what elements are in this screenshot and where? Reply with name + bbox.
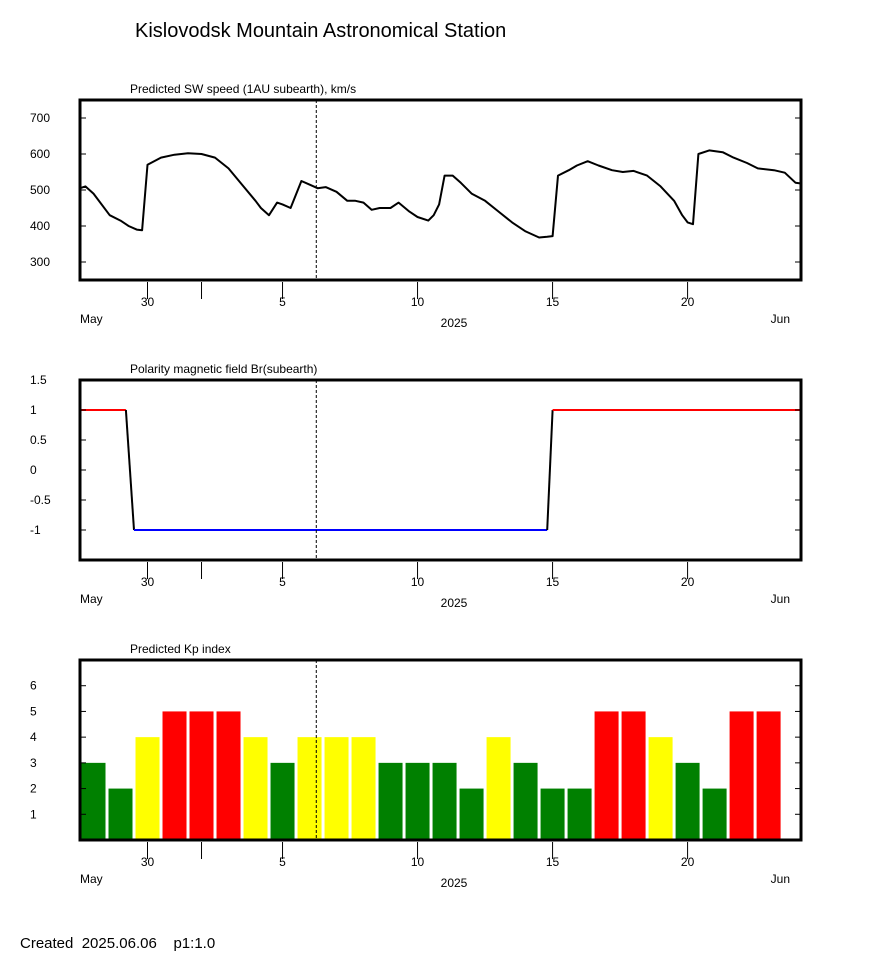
panel-3-ytick-label-1: 1 bbox=[30, 807, 37, 821]
panel-2-frame bbox=[78, 378, 803, 562]
panel-3-bar-4 bbox=[162, 711, 187, 840]
panel-2-month-label-right: Jun bbox=[771, 592, 790, 606]
panel-2-ytick-label-1: 1.5 bbox=[30, 373, 47, 387]
panel-3-bar-23 bbox=[675, 762, 700, 840]
panel-2-year-label: 2025 bbox=[441, 596, 468, 610]
panel-2-ytick-label-5: -0.5 bbox=[30, 493, 51, 507]
panel-3-ytick-label-4: 4 bbox=[30, 730, 37, 744]
panel-3-xtick-label-4: 10 bbox=[411, 855, 425, 869]
panel-3-bar-10 bbox=[324, 737, 349, 840]
created-label: Created bbox=[20, 935, 74, 952]
panel-1-series-line-1 bbox=[79, 149, 802, 239]
panel-3-month-label-left: May bbox=[80, 872, 103, 886]
panel-3-bar-15 bbox=[459, 788, 484, 840]
panel-3-bar-16 bbox=[486, 737, 511, 840]
panel-2-ytick-label-2: 1 bbox=[30, 403, 37, 417]
panel-3-bar-13 bbox=[405, 762, 430, 840]
panel-3-bar-19 bbox=[567, 788, 592, 840]
panel-1-xtick-label-4: 10 bbox=[411, 295, 425, 309]
panel-2-ytick-label-3: 0.5 bbox=[30, 433, 47, 447]
panel-1-ytick-label-1: 300 bbox=[30, 255, 50, 269]
panel-3-bar-24 bbox=[702, 788, 727, 840]
panel-3-frame bbox=[78, 658, 803, 842]
panel-2-title: Polarity magnetic field Br(subearth) bbox=[130, 362, 317, 376]
created-date: 2025.06.06 bbox=[81, 935, 157, 952]
panel-2-xtick-label-5: 15 bbox=[546, 575, 560, 589]
panel-3-bar-2 bbox=[108, 788, 133, 840]
panel-2-xtick-label-1: 30 bbox=[141, 575, 155, 589]
page-label: p1:1.0 bbox=[173, 935, 216, 952]
page-title: Kislovodsk Mountain Astronomical Station bbox=[135, 20, 507, 42]
panel-3-bar-6 bbox=[216, 711, 241, 840]
panel-3-bar-22 bbox=[648, 737, 673, 840]
panel-3-title: Predicted Kp index bbox=[130, 642, 231, 656]
panel-3-bar-26 bbox=[756, 711, 781, 840]
panel-3-bar-12 bbox=[378, 762, 403, 840]
panel-3-bar-7 bbox=[243, 737, 268, 840]
panel-1-xtick-label-5: 15 bbox=[546, 295, 560, 309]
panel-3-bar-14 bbox=[432, 762, 457, 840]
footer: Created 2025.06.06 p1:1.0 bbox=[20, 935, 215, 952]
panel-3-year-label: 2025 bbox=[441, 876, 468, 890]
panel-3-bar-3 bbox=[135, 737, 160, 840]
panel-2-series-line-2 bbox=[124, 409, 135, 531]
panel-1-year-label: 2025 bbox=[441, 316, 468, 330]
panel-1-xtick-label-6: 20 bbox=[681, 295, 695, 309]
panel-3-bar-11 bbox=[351, 737, 376, 840]
panel-3-bar-1 bbox=[81, 762, 106, 840]
panel-3-ytick-label-3: 3 bbox=[30, 756, 37, 770]
panel-3-xtick-label-1: 30 bbox=[141, 855, 155, 869]
panel-1-xtick-label-3: 5 bbox=[279, 295, 286, 309]
panel-2-month-label-left: May bbox=[80, 592, 103, 606]
panel-3-bar-25 bbox=[729, 711, 754, 840]
panel-1-title: Predicted SW speed (1AU subearth), km/s bbox=[130, 82, 356, 96]
panel-3-ytick-label-5: 5 bbox=[30, 704, 37, 718]
panel-2-ytick-label-4: 0 bbox=[30, 463, 37, 477]
panel-3-xtick-label-6: 20 bbox=[681, 855, 695, 869]
panel-3-bar-21 bbox=[621, 711, 646, 840]
panel-3-bar-20 bbox=[594, 711, 619, 840]
panel-3-bar-17 bbox=[513, 762, 538, 840]
panel-2-series-line-4 bbox=[546, 409, 554, 531]
panel-1-month-label-right: Jun bbox=[771, 312, 790, 326]
panel-3-bar-8 bbox=[270, 762, 295, 840]
panel-1-frame bbox=[78, 98, 803, 282]
panel-3-month-label-right: Jun bbox=[771, 872, 790, 886]
panel-1-ytick-label-4: 600 bbox=[30, 147, 50, 161]
panel-3-bar-5 bbox=[189, 711, 214, 840]
panel-2-ytick-label-6: -1 bbox=[30, 523, 41, 537]
panel-3-xtick-label-5: 15 bbox=[546, 855, 560, 869]
panel-2-xtick-label-4: 10 bbox=[411, 575, 425, 589]
panel-3-bar-9 bbox=[297, 737, 322, 840]
panel-1-month-label-left: May bbox=[80, 312, 103, 326]
panel-3-bar-18 bbox=[540, 788, 565, 840]
panel-2-xtick-label-3: 5 bbox=[279, 575, 286, 589]
panel-1-xtick-label-1: 30 bbox=[141, 295, 155, 309]
panel-3-ytick-label-6: 6 bbox=[30, 679, 37, 693]
panel-1-ytick-label-5: 700 bbox=[30, 111, 50, 125]
panel-3-xtick-label-3: 5 bbox=[279, 855, 286, 869]
panel-1-ytick-label-2: 400 bbox=[30, 219, 50, 233]
panel-3-ytick-label-2: 2 bbox=[30, 782, 37, 796]
panel-1-ytick-label-3: 500 bbox=[30, 183, 50, 197]
panel-2-xtick-label-6: 20 bbox=[681, 575, 695, 589]
